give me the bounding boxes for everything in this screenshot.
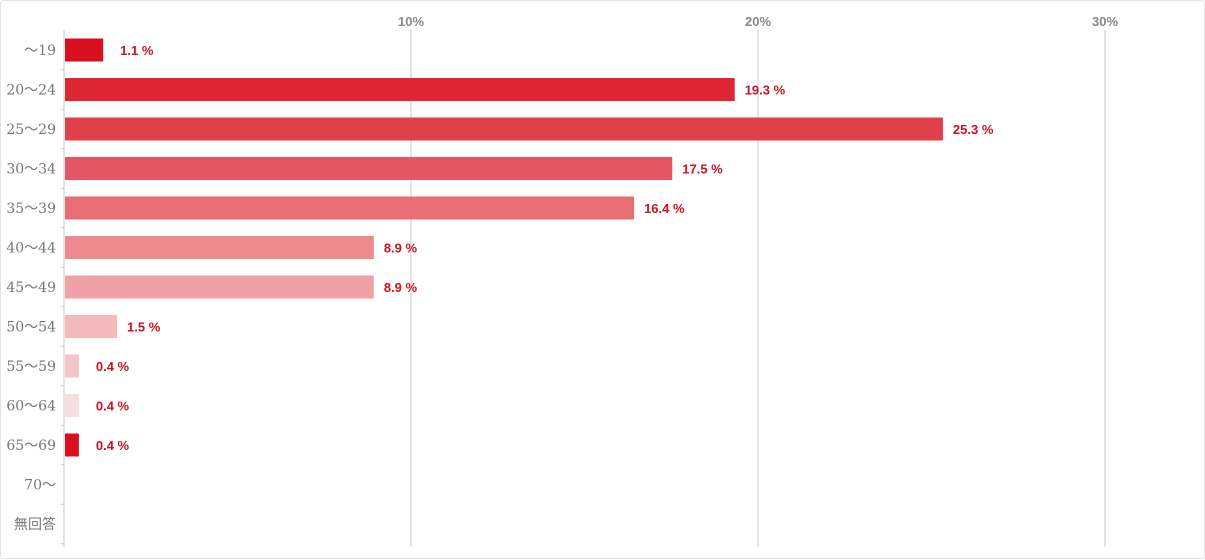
gridlines [61,30,1106,547]
bar [65,38,104,62]
category-label: ～19 [24,43,56,59]
data-label: 17.5 % [682,162,723,177]
category-label: 60～64 [6,399,56,415]
bar [65,157,673,180]
bars [65,38,943,457]
bar [65,394,79,417]
data-label: 19.3 % [745,83,786,98]
bar [65,433,79,457]
category-labels: ～19 20～24 25～29 30～34 35～39 40～44 45～49 50～54 55… [6,43,56,533]
bar [65,78,735,101]
category-label: 40～44 [6,241,56,257]
bar [65,354,79,378]
data-label: 16.4 % [644,201,685,216]
category-label: 45～49 [6,280,56,296]
category-label: 25～29 [6,122,56,138]
data-label: 1.1 % [120,43,154,58]
category-label: 55～59 [6,359,56,375]
x-tick-label: 10% [398,14,424,29]
category-label: 30～34 [6,162,56,178]
data-label: 25.3 % [953,122,994,137]
category-label: 70～ [24,478,56,494]
data-label: 8.9 % [384,280,418,295]
x-tick-label: 30% [1092,14,1118,29]
bar [65,275,374,299]
bar [65,315,118,338]
bar [65,117,943,141]
x-tick-label: 20% [745,14,771,29]
data-label: 0.4 % [96,399,130,414]
category-label: 50～54 [6,320,56,336]
data-label: 0.4 % [96,438,130,453]
category-label: 20～24 [6,83,56,99]
data-label: 1.5 % [127,320,161,335]
category-label: 35～39 [6,201,56,217]
x-axis-ticks: 10% 20% 30% [398,14,1118,29]
category-label: 無回答 [14,516,56,533]
category-label: 65～69 [6,438,56,454]
data-label: 8.9 % [384,241,418,256]
bar [65,196,635,220]
value-labels: 1.1 % 19.3 % 25.3 % 17.5 % 16.4 % 8.9 % 8.9 % 1… [96,43,994,453]
data-label: 0.4 % [96,359,130,374]
bar [65,236,374,259]
